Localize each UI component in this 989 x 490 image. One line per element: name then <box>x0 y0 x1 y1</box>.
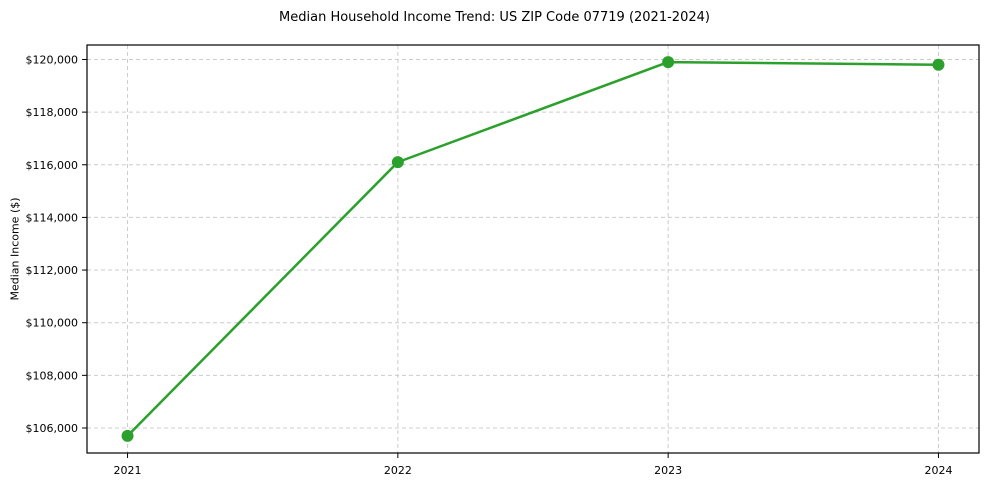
x-tick-label: 2022 <box>384 464 412 477</box>
data-point-2023 <box>662 56 675 69</box>
y-tick-label: $108,000 <box>26 369 79 382</box>
y-tick-label: $114,000 <box>26 211 79 224</box>
y-tick-label: $118,000 <box>26 106 79 119</box>
y-tick-label: $112,000 <box>26 264 79 277</box>
trend-line <box>126 60 940 438</box>
data-point-2021 <box>121 429 134 442</box>
y-tick-label: $110,000 <box>26 317 79 330</box>
data-point-2022 <box>391 156 404 169</box>
x-tick-label: 2024 <box>924 464 952 477</box>
plot-border <box>86 44 980 454</box>
data-point-2024 <box>932 58 945 71</box>
y-tick-label: $106,000 <box>26 422 79 435</box>
y-tick-label: $120,000 <box>26 53 79 66</box>
x-tick-label: 2023 <box>654 464 682 477</box>
x-tick-label: 2021 <box>114 464 142 477</box>
chart-title: Median Household Income Trend: US ZIP Co… <box>279 10 710 25</box>
y-tick-label: $116,000 <box>26 159 79 172</box>
